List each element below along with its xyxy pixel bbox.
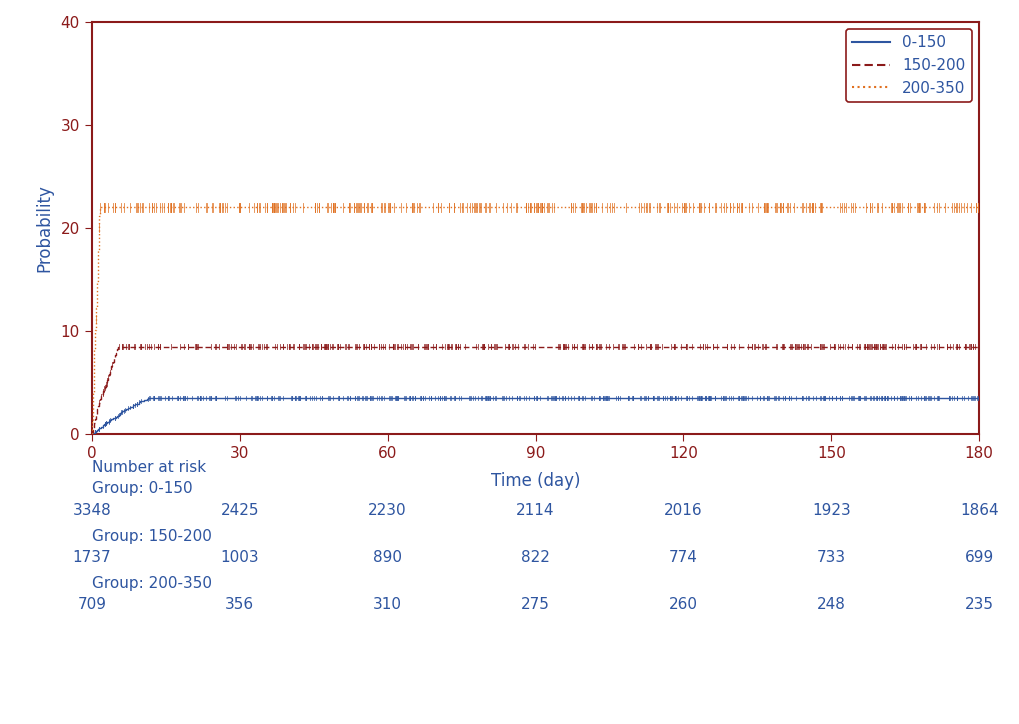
- Text: Group: 200-350: Group: 200-350: [92, 576, 212, 591]
- Text: 3348: 3348: [72, 503, 111, 518]
- Text: 248: 248: [816, 597, 845, 613]
- Text: 774: 774: [668, 550, 697, 565]
- Y-axis label: Probability: Probability: [36, 184, 54, 272]
- Text: 2114: 2114: [516, 503, 554, 518]
- Text: 1923: 1923: [811, 503, 850, 518]
- Text: 310: 310: [373, 597, 401, 613]
- Text: 709: 709: [77, 597, 106, 613]
- Text: 699: 699: [964, 550, 993, 565]
- Text: 1003: 1003: [220, 550, 259, 565]
- Text: 890: 890: [373, 550, 401, 565]
- Text: Group: 0-150: Group: 0-150: [92, 481, 193, 497]
- Text: Number at risk: Number at risk: [92, 460, 206, 475]
- Text: 1864: 1864: [959, 503, 998, 518]
- Legend: 0-150, 150-200, 200-350: 0-150, 150-200, 200-350: [845, 30, 971, 102]
- Text: 2230: 2230: [368, 503, 407, 518]
- Text: 235: 235: [964, 597, 993, 613]
- Text: 356: 356: [225, 597, 254, 613]
- X-axis label: Time (day): Time (day): [490, 472, 580, 490]
- Text: 275: 275: [521, 597, 549, 613]
- Text: 1737: 1737: [72, 550, 111, 565]
- Text: 260: 260: [668, 597, 697, 613]
- Text: Group: 150-200: Group: 150-200: [92, 529, 212, 544]
- Text: 733: 733: [816, 550, 845, 565]
- Text: 2016: 2016: [663, 503, 702, 518]
- Text: 2425: 2425: [220, 503, 259, 518]
- Text: 822: 822: [521, 550, 549, 565]
